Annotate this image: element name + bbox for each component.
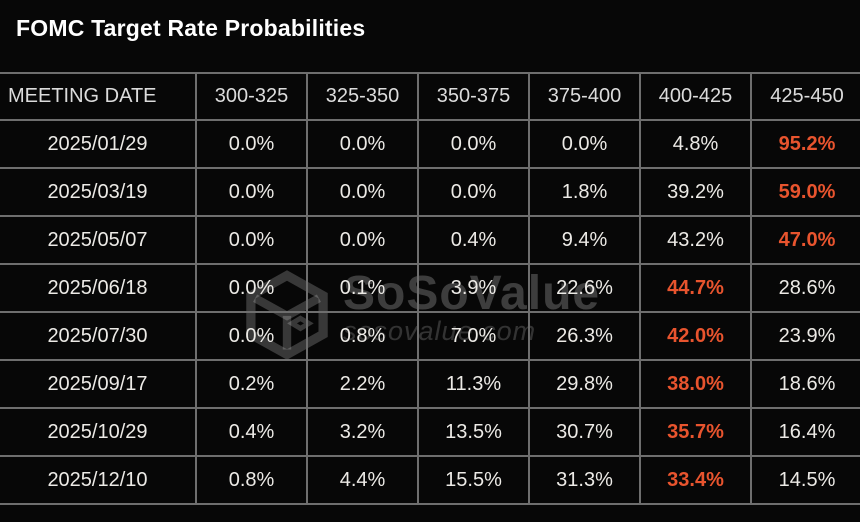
meeting-date-cell: 2025/07/30 xyxy=(0,311,197,361)
probability-cell: 4.8% xyxy=(639,119,752,169)
table-body: 2025/01/29 0.0% 0.0% 0.0% 0.0% 4.8% 95.2% 2025/… xyxy=(0,119,860,505)
header-row: MEETING DATE 300-325 325-350 350-375 375… xyxy=(0,72,860,121)
probability-cell: 22.6% xyxy=(528,263,641,313)
probabilities-table: MEETING DATE 300-325 325-350 350-375 375… xyxy=(0,72,860,505)
probability-cell: 35.7% xyxy=(639,407,752,457)
probability-cell: 0.0% xyxy=(195,167,308,217)
probability-cell: 33.4% xyxy=(639,455,752,505)
table-row: 2025/05/07 0.0% 0.0% 0.4% 9.4% 43.2% 47.0% xyxy=(0,215,860,265)
probability-cell: 23.9% xyxy=(750,311,860,361)
probability-cell: 13.5% xyxy=(417,407,530,457)
column-header-meeting-date: MEETING DATE xyxy=(0,72,197,121)
page-title: FOMC Target Rate Probabilities xyxy=(16,15,366,41)
probability-cell: 31.3% xyxy=(528,455,641,505)
probability-cell: 44.7% xyxy=(639,263,752,313)
probability-cell: 0.2% xyxy=(195,359,308,409)
probability-cell: 7.0% xyxy=(417,311,530,361)
probability-cell: 0.4% xyxy=(195,407,308,457)
probabilities-table-wrap: SoSoValue sosovalue.com MEETING DATE 300… xyxy=(0,72,860,505)
probability-cell: 0.0% xyxy=(195,215,308,265)
probability-cell: 11.3% xyxy=(417,359,530,409)
meeting-date-cell: 2025/06/18 xyxy=(0,263,197,313)
column-header-300-325: 300-325 xyxy=(195,72,308,121)
probability-cell: 26.3% xyxy=(528,311,641,361)
probability-cell: 14.5% xyxy=(750,455,860,505)
probability-cell: 59.0% xyxy=(750,167,860,217)
probability-cell: 0.4% xyxy=(417,215,530,265)
probability-cell: 9.4% xyxy=(528,215,641,265)
table-row: 2025/10/29 0.4% 3.2% 13.5% 30.7% 35.7% 16.4% xyxy=(0,407,860,457)
probability-cell: 3.9% xyxy=(417,263,530,313)
table-row: 2025/01/29 0.0% 0.0% 0.0% 0.0% 4.8% 95.2% xyxy=(0,119,860,169)
meeting-date-cell: 2025/05/07 xyxy=(0,215,197,265)
meeting-date-cell: 2025/09/17 xyxy=(0,359,197,409)
probability-cell: 0.8% xyxy=(195,455,308,505)
probability-cell: 47.0% xyxy=(750,215,860,265)
probability-cell: 0.0% xyxy=(306,167,419,217)
column-header-325-350: 325-350 xyxy=(306,72,419,121)
probability-cell: 29.8% xyxy=(528,359,641,409)
probability-cell: 1.8% xyxy=(528,167,641,217)
probability-cell: 28.6% xyxy=(750,263,860,313)
probability-cell: 39.2% xyxy=(639,167,752,217)
probability-cell: 15.5% xyxy=(417,455,530,505)
probability-cell: 0.0% xyxy=(306,215,419,265)
probability-cell: 2.2% xyxy=(306,359,419,409)
probability-cell: 0.0% xyxy=(306,119,419,169)
meeting-date-cell: 2025/10/29 xyxy=(0,407,197,457)
meeting-date-cell: 2025/01/29 xyxy=(0,119,197,169)
page-header: FOMC Target Rate Probabilities xyxy=(0,0,860,72)
probability-cell: 18.6% xyxy=(750,359,860,409)
probability-cell: 0.0% xyxy=(417,167,530,217)
probability-cell: 16.4% xyxy=(750,407,860,457)
probability-cell: 0.0% xyxy=(195,311,308,361)
meeting-date-cell: 2025/03/19 xyxy=(0,167,197,217)
table-row: 2025/12/10 0.8% 4.4% 15.5% 31.3% 33.4% 14.5% xyxy=(0,455,860,505)
probability-cell: 95.2% xyxy=(750,119,860,169)
table-row: 2025/09/17 0.2% 2.2% 11.3% 29.8% 38.0% 18.6% xyxy=(0,359,860,409)
probability-cell: 0.0% xyxy=(195,263,308,313)
probability-cell: 3.2% xyxy=(306,407,419,457)
probability-cell: 42.0% xyxy=(639,311,752,361)
probability-cell: 4.4% xyxy=(306,455,419,505)
column-header-350-375: 350-375 xyxy=(417,72,530,121)
probability-cell: 0.8% xyxy=(306,311,419,361)
probability-cell: 30.7% xyxy=(528,407,641,457)
probability-cell: 0.0% xyxy=(417,119,530,169)
probability-cell: 38.0% xyxy=(639,359,752,409)
table-row: 2025/06/18 0.0% 0.1% 3.9% 22.6% 44.7% 28.6% xyxy=(0,263,860,313)
probability-cell: 0.1% xyxy=(306,263,419,313)
table-row: 2025/07/30 0.0% 0.8% 7.0% 26.3% 42.0% 23.9% xyxy=(0,311,860,361)
probability-cell: 43.2% xyxy=(639,215,752,265)
column-header-400-425: 400-425 xyxy=(639,72,752,121)
column-header-375-400: 375-400 xyxy=(528,72,641,121)
meeting-date-cell: 2025/12/10 xyxy=(0,455,197,505)
probability-cell: 0.0% xyxy=(195,119,308,169)
column-header-425-450: 425-450 xyxy=(750,72,860,121)
table-row: 2025/03/19 0.0% 0.0% 0.0% 1.8% 39.2% 59.0% xyxy=(0,167,860,217)
probability-cell: 0.0% xyxy=(528,119,641,169)
